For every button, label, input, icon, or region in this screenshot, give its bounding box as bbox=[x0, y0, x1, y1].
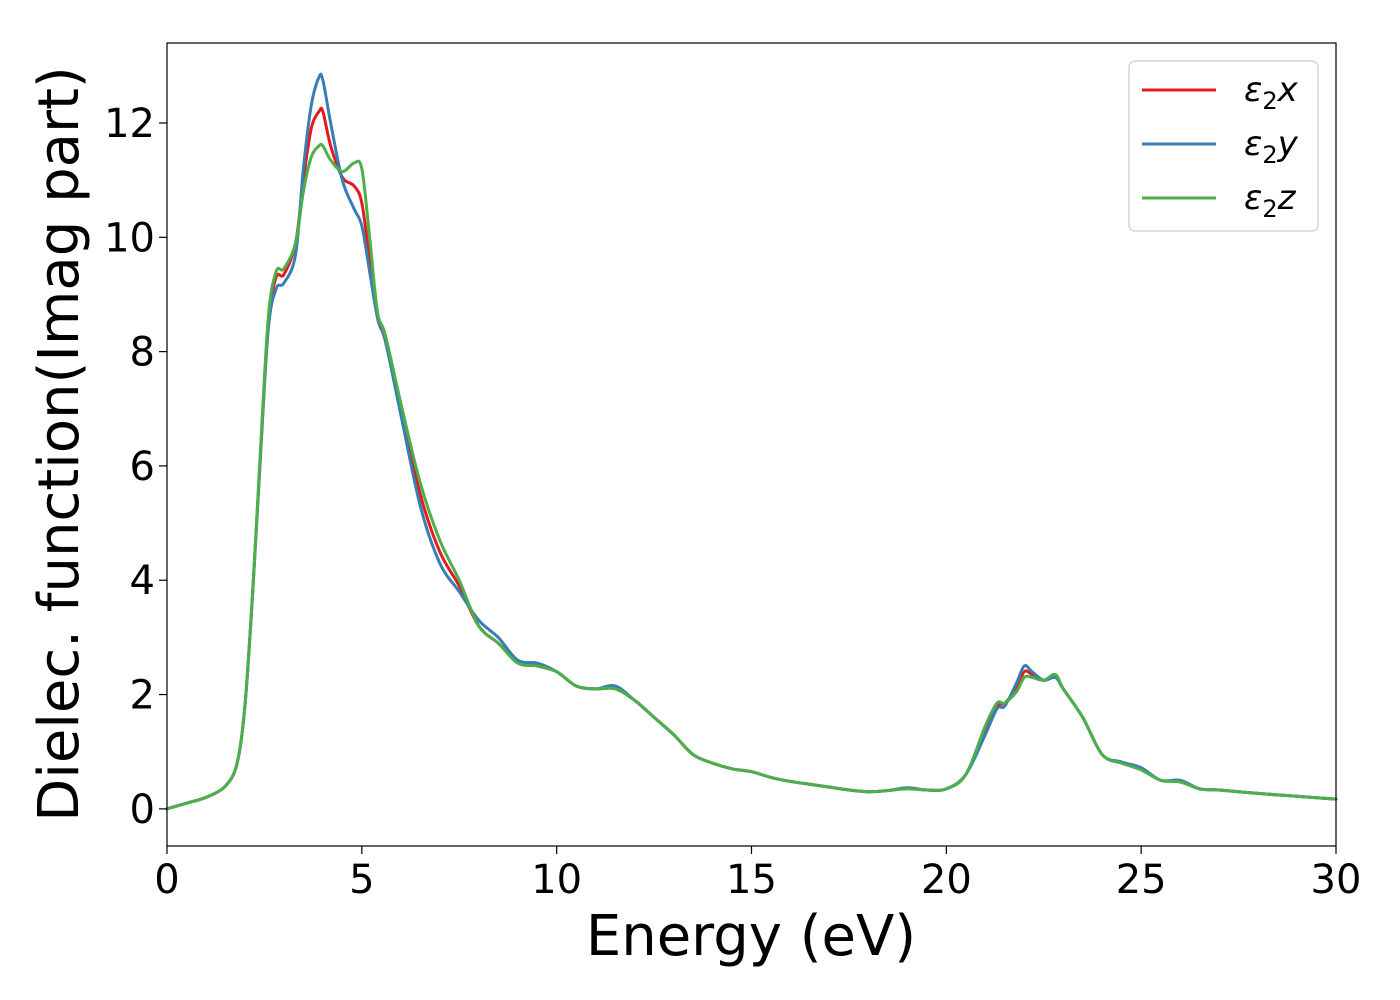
y-axis-title: Dielec. function(Imag part) bbox=[27, 66, 92, 822]
x-tick-label: 15 bbox=[726, 857, 777, 903]
series-line-z bbox=[165, 142, 1338, 811]
legend: ε2x ε2y ε2z bbox=[1128, 60, 1319, 232]
legend-label-x: ε2x bbox=[1244, 70, 1299, 115]
y-tick-label: 12 bbox=[104, 101, 155, 147]
y-tick-label: 6 bbox=[130, 444, 155, 490]
x-tick-label: 30 bbox=[1311, 857, 1362, 903]
legend-label-y: ε2y bbox=[1244, 124, 1299, 169]
y-tick-label: 4 bbox=[130, 558, 155, 604]
x-tick-label: 10 bbox=[531, 857, 582, 903]
legend-box bbox=[1128, 60, 1319, 232]
y-tick-label: 2 bbox=[130, 673, 155, 719]
x-tick-label: 25 bbox=[1116, 857, 1167, 903]
series-layer bbox=[165, 72, 1338, 811]
y-tick-label: 8 bbox=[130, 330, 155, 376]
y-tick-label: 10 bbox=[104, 215, 155, 261]
x-axis-title: Energy (eV) bbox=[586, 904, 916, 969]
x-axis-ticks: 0 5 10 15 20 25 30 bbox=[154, 846, 1361, 903]
legend-label-z: ε2z bbox=[1244, 178, 1297, 223]
x-tick-label: 0 bbox=[154, 857, 179, 903]
y-axis-ticks: 0 2 4 6 8 10 12 bbox=[104, 101, 167, 833]
x-tick-label: 5 bbox=[349, 857, 374, 903]
x-tick-label: 20 bbox=[921, 857, 972, 903]
y-tick-label: 0 bbox=[130, 787, 155, 833]
